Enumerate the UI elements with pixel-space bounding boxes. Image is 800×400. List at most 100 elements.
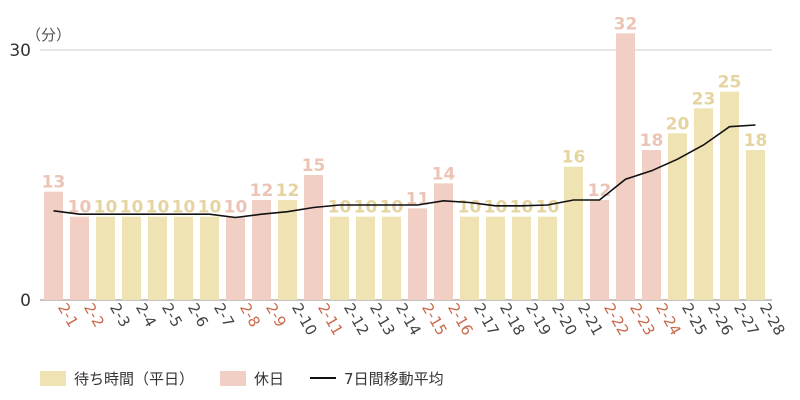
x-tick-label: 2-1 <box>54 300 82 330</box>
bar <box>278 200 297 300</box>
bar <box>122 216 141 300</box>
bar-value-label: 10 <box>510 198 534 218</box>
x-tick-label: 2-4 <box>132 300 160 330</box>
bar-value-label: 11 <box>406 189 430 209</box>
x-tick-label: 2-26 <box>704 300 737 338</box>
bar <box>382 216 401 300</box>
x-tick-label: 2-11 <box>314 300 347 338</box>
legend-swatch-moving-average <box>310 377 337 379</box>
bar <box>252 200 271 300</box>
x-tick-label: 2-19 <box>522 300 555 338</box>
moving-average-line <box>53 124 756 219</box>
x-tick-label: 2-27 <box>730 300 763 338</box>
x-tick-label: 2-18 <box>496 300 529 338</box>
bar-value-label: 10 <box>94 198 118 218</box>
bar <box>226 216 245 300</box>
bar <box>200 216 219 300</box>
x-tick-label: 2-3 <box>106 300 134 330</box>
bar-value-label: 10 <box>380 198 404 218</box>
y-unit-label: （分） <box>26 26 71 44</box>
x-tick-label: 2-12 <box>340 300 373 338</box>
x-tick-label: 2-9 <box>262 300 290 330</box>
bar <box>590 200 609 300</box>
bar-value-label: 20 <box>666 114 690 134</box>
x-axis-ticks: 2-12-22-32-42-52-62-72-82-92-102-112-122… <box>54 300 789 338</box>
legend: 待ち時間（平日） 休日 7日間移動平均 <box>40 367 470 389</box>
bar-value-label: 18 <box>744 131 768 151</box>
x-tick-label: 2-22 <box>600 300 633 338</box>
x-tick-label: 2-7 <box>210 300 238 330</box>
bar-value-label: 10 <box>328 198 352 218</box>
bar-value-label: 16 <box>562 148 586 168</box>
bar <box>720 91 739 301</box>
bar-value-label: 12 <box>588 181 612 201</box>
bar-value-label: 13 <box>42 173 66 193</box>
x-tick-label: 2-25 <box>678 300 711 338</box>
bar-value-label: 10 <box>458 198 482 218</box>
bars <box>44 33 765 301</box>
bar <box>538 216 557 300</box>
legend-item-weekday: 待ち時間（平日） <box>40 368 194 389</box>
bar <box>304 175 323 300</box>
bar-value-label: 18 <box>640 131 664 151</box>
x-tick-label: 2-5 <box>158 300 186 330</box>
bar <box>96 216 115 300</box>
legend-label-moving-average: 7日間移動平均 <box>344 369 444 388</box>
x-tick-label: 2-2 <box>80 300 108 330</box>
bar-value-label: 32 <box>614 14 638 34</box>
bar-value-label: 10 <box>224 198 248 218</box>
bar-value-label: 10 <box>146 198 170 218</box>
x-tick-label: 2-10 <box>288 300 321 338</box>
x-tick-label: 2-21 <box>574 300 607 338</box>
bar-value-label: 10 <box>198 198 222 218</box>
legend-label-holiday: 休日 <box>254 369 285 388</box>
x-tick-label: 2-17 <box>470 300 503 338</box>
bar <box>668 133 687 300</box>
x-tick-label: 2-23 <box>626 300 659 338</box>
bar-value-label: 10 <box>536 198 560 218</box>
bar <box>642 150 661 300</box>
bar <box>616 33 635 300</box>
y-tick-label: 30 <box>9 41 31 61</box>
bar <box>70 216 89 300</box>
x-tick-label: 2-16 <box>444 300 477 338</box>
bar <box>408 208 427 300</box>
legend-label-weekday: 待ち時間（平日） <box>74 369 195 388</box>
x-tick-label: 2-8 <box>236 300 264 330</box>
bar-value-label: 15 <box>302 156 326 176</box>
legend-item-moving-average: 7日間移動平均 <box>310 368 444 389</box>
bar-value-label: 12 <box>250 181 274 201</box>
bar <box>434 183 453 300</box>
bar-value-label: 10 <box>484 198 508 218</box>
bar <box>512 216 531 300</box>
bar-value-label: 10 <box>354 198 378 218</box>
bar <box>486 216 505 300</box>
x-tick-label: 2-20 <box>548 300 581 338</box>
legend-swatch-holiday <box>220 370 247 386</box>
bar <box>564 166 583 300</box>
x-tick-label: 2-24 <box>652 300 685 338</box>
bar-value-label: 25 <box>718 73 742 93</box>
bar <box>356 216 375 300</box>
y-axis-ticks: 0 30 <box>9 41 31 311</box>
bar <box>330 216 349 300</box>
x-tick-label: 2-13 <box>366 300 399 338</box>
bar <box>460 216 479 300</box>
x-tick-label: 2-14 <box>392 300 425 338</box>
bar <box>44 191 63 300</box>
bar-value-label: 10 <box>172 198 196 218</box>
y-tick-label: 0 <box>20 291 31 311</box>
bar-value-label: 12 <box>276 181 300 201</box>
legend-swatch-weekday <box>40 370 66 386</box>
bar <box>174 216 193 300</box>
bar <box>694 108 713 300</box>
bar-value-label: 14 <box>432 164 456 184</box>
bar <box>746 150 765 300</box>
x-tick-label: 2-6 <box>184 300 212 330</box>
legend-item-holiday: 休日 <box>220 368 284 389</box>
x-tick-label: 2-15 <box>418 300 451 338</box>
bar <box>148 216 167 300</box>
bar-value-label: 10 <box>120 198 144 218</box>
